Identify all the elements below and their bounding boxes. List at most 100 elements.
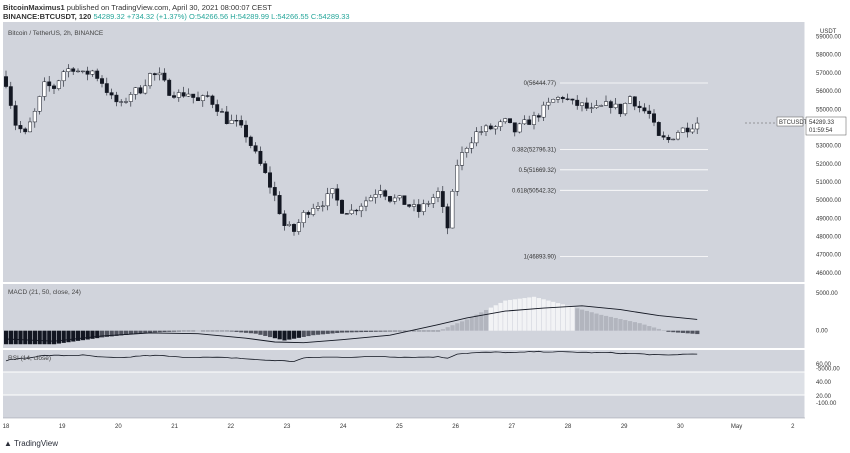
macd-bar (162, 330, 167, 332)
time-tick: May (731, 424, 742, 430)
macd-bar (464, 319, 469, 331)
macd-label: MACD (21, 50, close, 24) (8, 289, 81, 296)
time-tick: 25 (396, 424, 403, 430)
author-name[interactable]: BitcoinMaximus1 (3, 3, 65, 12)
macd-bar (436, 330, 441, 332)
macd-bar (474, 314, 479, 331)
candle (176, 89, 181, 102)
rsi-band (3, 372, 805, 395)
last-price-value: 54289.33 (809, 120, 835, 126)
publish-line: BitcoinMaximus1 published on TradingView… (3, 3, 272, 12)
candle (52, 83, 56, 94)
macd-bar (676, 330, 681, 333)
price-axis[interactable]: 59000.00 58000.00 57000.00 56000.00 55000.00… (816, 35, 842, 407)
macd-bar (613, 317, 618, 331)
time-tick: 18 (3, 424, 10, 430)
macd-bar (575, 308, 580, 331)
candle (186, 88, 191, 97)
fibonacci-levels[interactable]: 0(56444.77) 0.382(52796.31) 0.5(51669.32) 0… (512, 81, 708, 261)
macd-bar (349, 330, 354, 333)
candle (90, 69, 95, 77)
candle (656, 121, 661, 137)
ohlc-line: BINANCE:BTCUSDT, 120 54289.32 +734.32 (+… (3, 12, 350, 21)
last-value: 54289.32 (93, 12, 125, 21)
macd-bar (42, 330, 47, 345)
macd-bar (200, 330, 205, 332)
candle (594, 100, 599, 109)
macd-bar (18, 330, 23, 345)
time-tick: 29 (621, 424, 628, 430)
macd-bar (176, 330, 181, 332)
macd-bar (364, 330, 369, 332)
candle (244, 120, 248, 143)
candle (220, 108, 224, 113)
candle (85, 66, 90, 81)
time-axis[interactable]: 18 19 20 21 22 23 24 25 26 27 28 29 30 May 2 (3, 424, 795, 430)
candle (546, 97, 551, 110)
macd-pane[interactable] (3, 284, 805, 348)
candles[interactable] (4, 64, 700, 236)
candle (584, 97, 589, 112)
candle (287, 221, 292, 227)
fib-level[interactable]: 0.5(51669.32) (519, 168, 708, 174)
chart-title: Bitcoin / TetherUS, 2h, BINANCE (8, 30, 104, 37)
macd-bar (76, 330, 81, 341)
macd-bar (316, 330, 321, 335)
last-price-tag: BTCUSDT 54289.33 01:59:54 (745, 116, 847, 136)
candle (426, 200, 431, 207)
candle (388, 195, 392, 204)
candle (527, 115, 532, 125)
fib-level[interactable]: 0.382(52796.31) (512, 147, 708, 153)
time-tick: 28 (565, 424, 572, 430)
macd-bar (157, 330, 162, 333)
candle (618, 103, 623, 117)
macd-bar (642, 324, 647, 331)
time-tick: 30 (677, 424, 684, 430)
macd-tick: 0.00 (816, 329, 828, 335)
macd-bar (13, 330, 18, 345)
candle (661, 131, 666, 140)
macd-bar (263, 330, 268, 336)
candle (306, 210, 311, 218)
macd-bar (287, 330, 292, 340)
macd-bar (90, 330, 95, 339)
time-tick: 26 (452, 424, 459, 430)
candle (541, 101, 546, 121)
price-tick: 48000.00 (816, 235, 842, 241)
macd-bar (469, 317, 474, 331)
candle (100, 75, 104, 88)
candle (258, 146, 263, 166)
fib-level[interactable]: 0.618(50542.32) (512, 188, 708, 194)
macd-bar (440, 329, 445, 331)
macd-bar (508, 299, 513, 331)
candle (680, 127, 685, 133)
macd-bar (450, 325, 455, 331)
candle (407, 204, 412, 208)
candle (517, 122, 522, 134)
candle (565, 93, 570, 101)
candle (431, 193, 436, 208)
price-pane[interactable] (3, 22, 805, 282)
macd-bar (421, 330, 426, 332)
candle (76, 68, 80, 73)
macd-bar (104, 330, 109, 337)
candle (440, 186, 445, 213)
candle (416, 199, 421, 218)
candle (484, 124, 488, 136)
tradingview-logo[interactable]: ▲ TradingView (4, 439, 58, 448)
macd-bar (277, 330, 282, 340)
macd-bar (80, 330, 85, 341)
macd-tick: -5000.00 (816, 366, 840, 372)
candle (181, 86, 186, 98)
candle (124, 97, 128, 104)
macd-bar (628, 321, 633, 331)
fib-level[interactable]: 0(56444.77) (524, 81, 708, 87)
macd-bar (186, 330, 191, 332)
tradingview-brand: TradingView (14, 439, 59, 448)
macd-bar (666, 330, 671, 332)
macd-bar (23, 330, 28, 345)
candle (421, 199, 426, 216)
candle (469, 137, 474, 154)
fib-level[interactable]: 1(46893.90) (524, 255, 708, 261)
